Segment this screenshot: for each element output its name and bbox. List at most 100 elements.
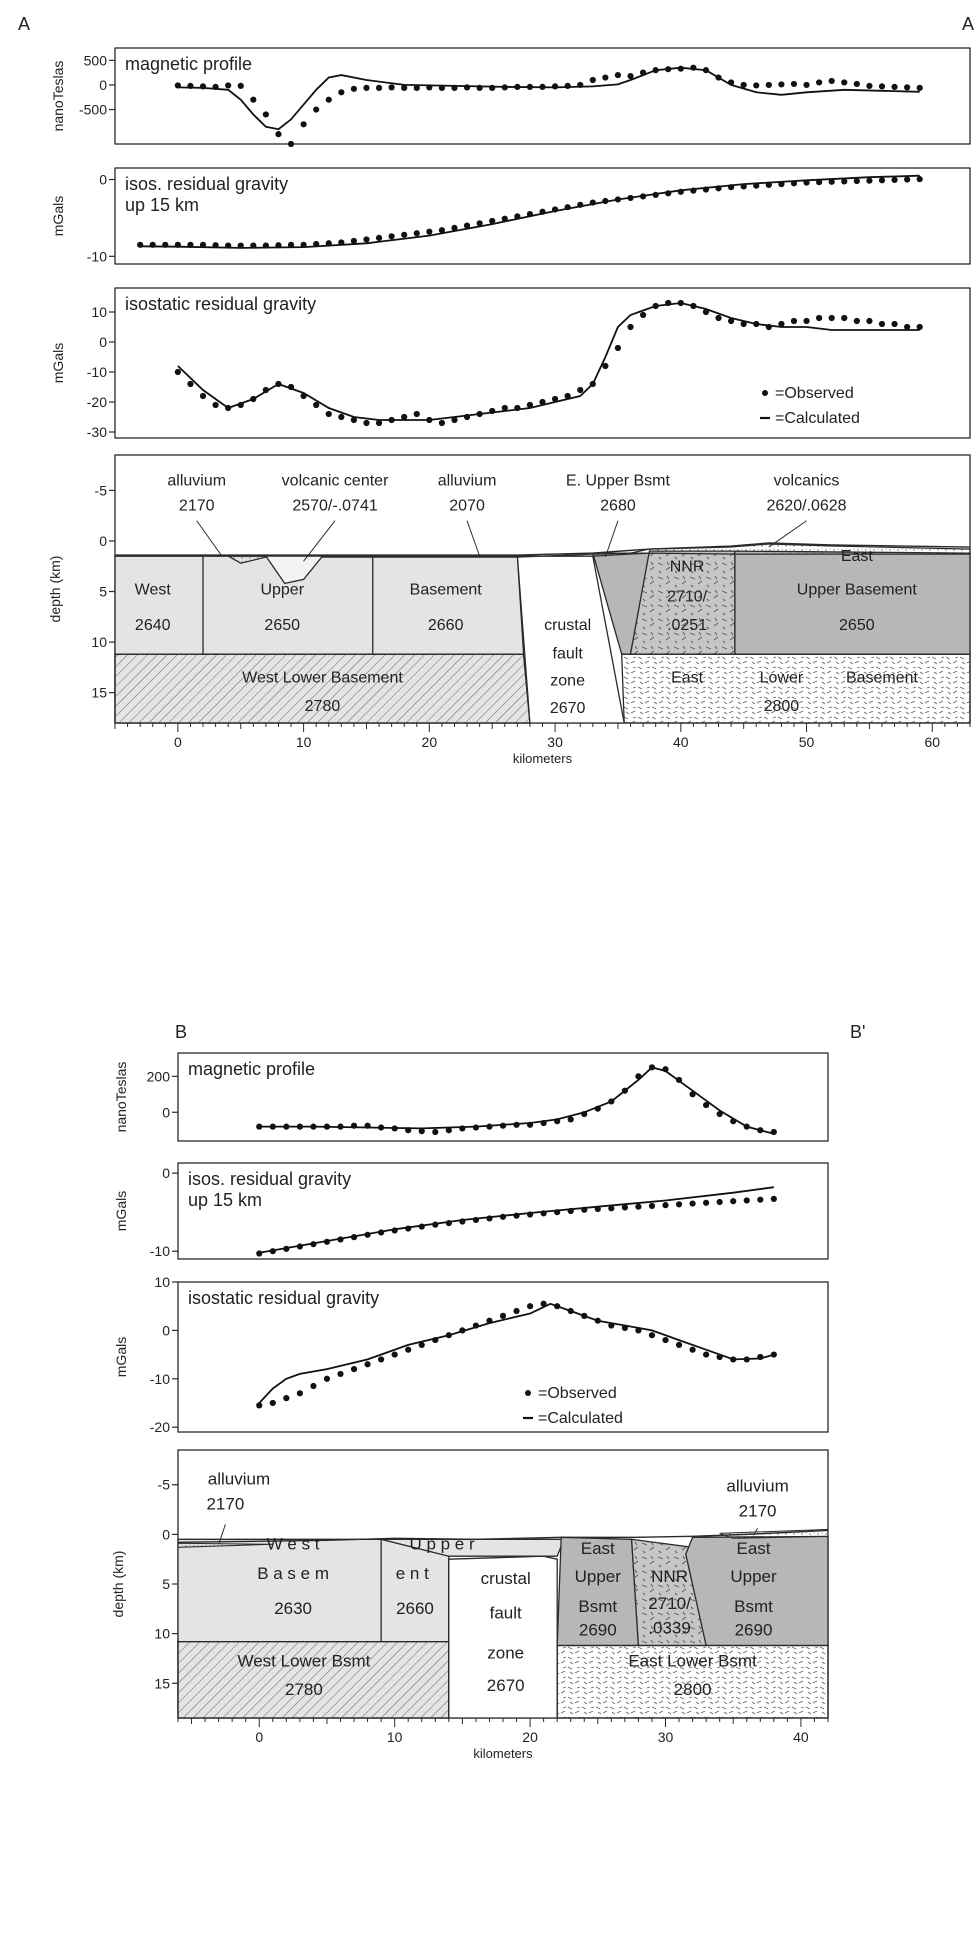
- observed-point: [283, 1123, 290, 1130]
- ground-surface: [115, 542, 971, 556]
- observed-point: [690, 64, 697, 71]
- observed-point: [269, 1399, 276, 1407]
- y-tick-label: 500: [84, 52, 108, 68]
- y-tick-label: 0: [162, 1104, 170, 1120]
- observed-point: [459, 1125, 466, 1132]
- observed-point: [554, 1209, 561, 1216]
- observed-point: [212, 401, 219, 409]
- observed-point: [790, 80, 798, 88]
- section-label: 2780: [285, 1680, 323, 1699]
- chart-panel-6: 10 0 -10 -20 mGals isostatic residual gravity…: [113, 1274, 829, 1435]
- observed-point: [753, 182, 760, 189]
- section-label: 2170: [739, 1502, 777, 1521]
- observed-point: [608, 1205, 615, 1212]
- observed-point: [904, 84, 911, 91]
- observed-point: [621, 1204, 628, 1211]
- section-label: fault: [553, 645, 584, 662]
- observed-point: [614, 71, 622, 79]
- observed-point: [463, 84, 471, 91]
- x-axis-label: kilometers: [473, 1746, 533, 1761]
- observed-point: [916, 176, 923, 183]
- observed-point: [635, 1073, 642, 1080]
- observed-point: [677, 65, 684, 72]
- x-tick-label: 30: [547, 734, 563, 750]
- observed-point: [391, 1227, 398, 1234]
- y-tick-label: 15: [91, 685, 107, 701]
- observed-point: [803, 179, 810, 186]
- observed-point: [445, 1127, 452, 1134]
- observed-point: [526, 1303, 534, 1310]
- observed-point: [174, 368, 181, 376]
- observed-point: [486, 1215, 493, 1222]
- nnr-texture: [631, 1539, 707, 1646]
- observed-point: [451, 84, 458, 91]
- observed-point: [513, 1212, 520, 1219]
- observed-point: [199, 83, 207, 90]
- observed-point: [149, 241, 156, 248]
- section-label: Basement: [410, 582, 483, 599]
- observed-point: [459, 1218, 466, 1225]
- observed-point: [765, 181, 772, 188]
- y-tick-label: -5: [158, 1477, 171, 1493]
- section-a-left-label: A: [18, 14, 30, 34]
- observed-point: [594, 1317, 601, 1324]
- observed-point: [499, 1312, 507, 1319]
- y-tick-label: 10: [154, 1626, 170, 1642]
- section-label: 2660: [396, 1599, 434, 1618]
- observed-point: [501, 404, 508, 412]
- leader-line: [466, 520, 481, 557]
- observed-point: [405, 1225, 412, 1232]
- observed-point: [602, 197, 609, 205]
- section-label: Upper: [730, 1567, 777, 1586]
- observed-point: [665, 190, 672, 197]
- observed-point: [648, 1202, 656, 1210]
- observed-point: [577, 81, 584, 89]
- observed-point: [702, 67, 710, 74]
- section-label: .0251: [667, 617, 707, 634]
- observed-point: [375, 234, 383, 241]
- observed-point: [262, 111, 269, 118]
- observed-point: [803, 81, 810, 89]
- section-label: zone: [487, 1643, 524, 1662]
- leader-line: [218, 1524, 226, 1545]
- observed-point: [740, 81, 747, 89]
- observed-point: [262, 242, 269, 249]
- section-label: Upper: [260, 582, 304, 599]
- section-label: 2710/: [648, 1594, 691, 1613]
- observed-point: [675, 1341, 683, 1349]
- observed-point: [401, 84, 408, 91]
- observed-point: [250, 242, 257, 249]
- observed-point: [212, 83, 219, 90]
- section-label: alluvium: [726, 1477, 788, 1496]
- observed-point: [338, 239, 345, 246]
- observed-point: [391, 1351, 398, 1358]
- observed-point: [828, 314, 835, 322]
- observed-point: [526, 401, 534, 409]
- observed-point: [554, 1303, 561, 1310]
- observed-point: [690, 302, 697, 310]
- observed-point: [627, 323, 634, 331]
- observed-point: [589, 380, 596, 388]
- observed-point: [472, 1322, 480, 1329]
- observed-point: [323, 1238, 331, 1245]
- observed-point: [716, 1198, 723, 1206]
- observed-point: [378, 1356, 385, 1363]
- section-label: 2620/.0628: [767, 498, 847, 515]
- observed-point: [757, 1353, 764, 1361]
- calculated-line: [258, 1302, 775, 1404]
- observed-point: [730, 1118, 737, 1125]
- observed-point: [743, 1356, 750, 1363]
- observed-point: [581, 1312, 588, 1319]
- observed-point: [853, 317, 860, 325]
- observed-point: [577, 201, 584, 208]
- observed-point: [728, 79, 735, 86]
- legend-calculated-label: =Calculated: [538, 1410, 623, 1427]
- observed-point: [577, 386, 584, 394]
- observed-point: [325, 410, 332, 418]
- x-tick-label: 20: [522, 1729, 538, 1745]
- observed-point: [187, 380, 194, 388]
- observed-point: [716, 1353, 723, 1361]
- observed-point: [554, 1118, 561, 1125]
- observed-point: [363, 84, 370, 91]
